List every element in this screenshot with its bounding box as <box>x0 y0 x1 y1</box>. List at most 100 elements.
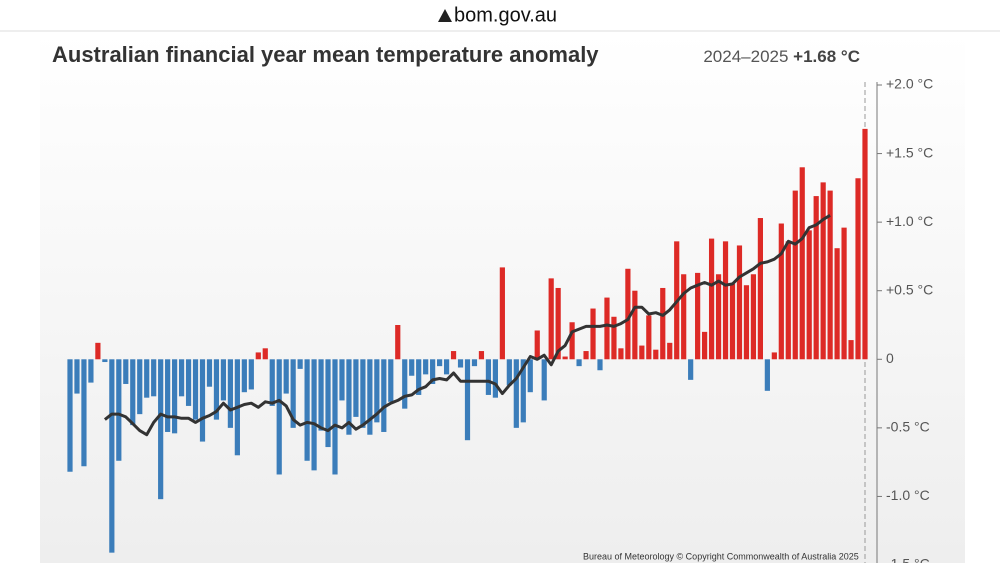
y-tick-label: +1.0 °C <box>886 213 933 229</box>
y-tick-label: 0 <box>886 350 894 366</box>
y-tick-label: +2.0 °C <box>886 76 933 92</box>
bar <box>715 274 722 360</box>
bar <box>771 352 777 360</box>
bar <box>534 330 540 360</box>
bar <box>520 359 526 423</box>
y-tick-label: -0.5 °C <box>886 419 930 435</box>
bar <box>346 359 352 435</box>
bar <box>653 349 659 360</box>
bar <box>102 359 108 363</box>
bar <box>834 248 840 360</box>
bar <box>681 274 687 360</box>
bar <box>318 359 324 431</box>
bar <box>799 167 805 360</box>
bar <box>855 178 861 360</box>
bar <box>778 223 784 360</box>
y-tick-label: -1.0 °C <box>886 487 930 503</box>
bar <box>862 128 868 360</box>
bar <box>311 359 317 471</box>
bar <box>158 359 164 500</box>
bar <box>785 241 791 360</box>
bar <box>443 359 450 375</box>
bar <box>227 359 233 428</box>
bar <box>618 348 624 360</box>
bar <box>729 283 736 360</box>
bar <box>262 348 268 360</box>
site-url[interactable]: bom.gov.au <box>454 4 557 26</box>
bar <box>430 359 436 384</box>
bar <box>74 359 80 394</box>
bar <box>409 359 415 376</box>
bar <box>583 351 589 360</box>
bar <box>220 359 227 401</box>
bar <box>241 359 247 393</box>
bar <box>513 359 519 428</box>
rolling-mean-line <box>103 214 831 437</box>
bar <box>625 268 631 360</box>
bar <box>423 359 429 375</box>
y-tick-label: +1.5 °C <box>886 144 933 160</box>
bar <box>137 359 143 415</box>
bar <box>144 359 150 398</box>
bar <box>178 359 185 397</box>
bar <box>478 351 485 360</box>
subtitle-value: +1.68 °C <box>793 47 860 66</box>
bar <box>848 340 854 360</box>
bar <box>172 359 178 434</box>
bar <box>95 342 101 360</box>
bar <box>548 278 554 360</box>
bar <box>206 359 213 387</box>
bar <box>332 359 338 475</box>
bar <box>604 297 610 360</box>
bar <box>736 245 743 360</box>
bar <box>388 359 394 402</box>
bar <box>471 359 478 367</box>
y-tick-label: -1.5 °C <box>886 556 930 563</box>
y-tick-label: +0.5 °C <box>886 281 933 297</box>
bar <box>743 285 750 360</box>
bar <box>841 227 847 360</box>
bar <box>109 359 115 553</box>
bar <box>667 342 673 360</box>
bar <box>437 359 443 367</box>
bar <box>695 272 701 360</box>
bar <box>255 352 261 360</box>
bar <box>688 359 694 380</box>
bar <box>88 359 94 383</box>
bar <box>290 359 296 428</box>
bar <box>276 359 282 475</box>
bar <box>576 359 582 367</box>
bar <box>485 359 492 395</box>
bar <box>192 359 199 420</box>
bar <box>185 359 192 406</box>
bar <box>827 190 833 360</box>
bar <box>130 359 136 426</box>
bar <box>402 359 408 409</box>
bar <box>116 359 122 461</box>
bar <box>304 359 310 461</box>
bar <box>492 359 498 398</box>
bar <box>464 359 471 441</box>
bar <box>381 359 387 432</box>
bar <box>213 359 220 420</box>
bar <box>457 359 464 368</box>
bar <box>597 359 603 371</box>
bar <box>374 359 380 423</box>
bar <box>764 359 770 391</box>
bar <box>722 241 729 360</box>
credit: Bureau of Meteorology © Copyright Common… <box>583 551 859 561</box>
bar <box>360 359 366 428</box>
bar <box>527 359 533 393</box>
warning-icon <box>438 9 452 22</box>
bar <box>792 190 798 360</box>
bar <box>81 359 87 467</box>
bar <box>569 322 575 360</box>
bar <box>708 238 715 360</box>
bar <box>67 359 73 472</box>
bar <box>506 359 512 386</box>
bar <box>283 359 289 394</box>
bar <box>806 230 812 360</box>
address-bar <box>0 0 1000 31</box>
